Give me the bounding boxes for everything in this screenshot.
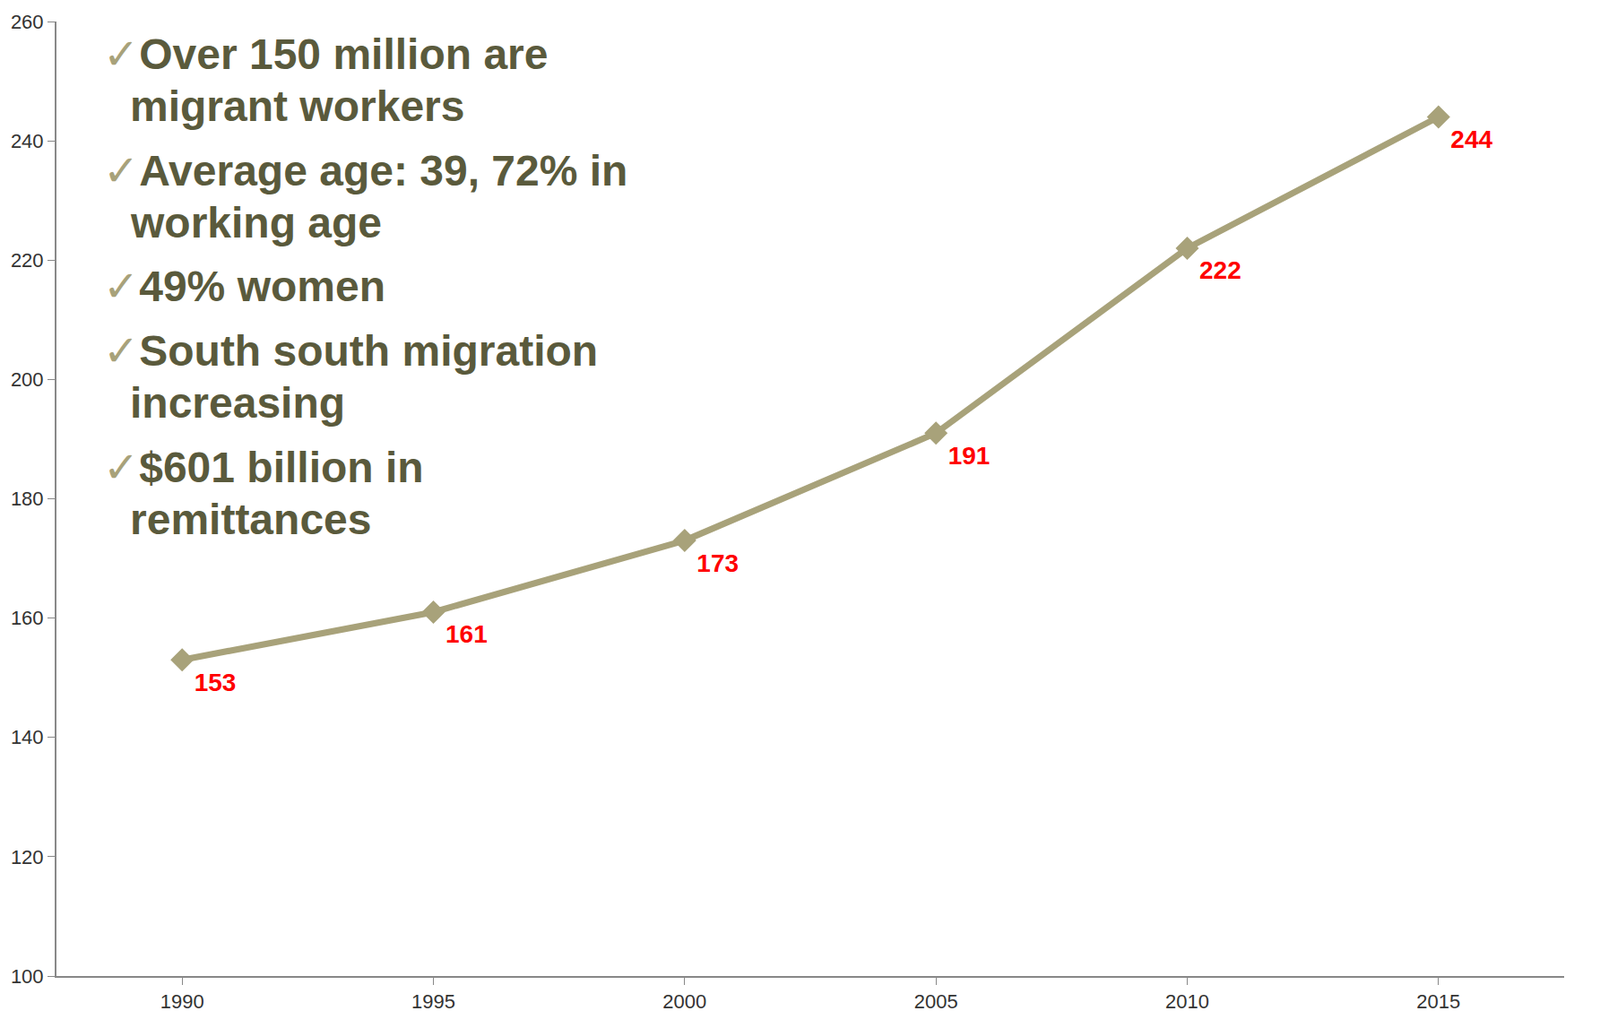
- svg-text:migrant workers: migrant workers: [129, 82, 465, 130]
- svg-text:191: 191: [948, 441, 991, 470]
- svg-text:2000: 2000: [662, 990, 707, 1013]
- svg-text:✓49% women: ✓49% women: [103, 262, 386, 311]
- svg-text:161: 161: [445, 620, 488, 649]
- svg-text:120: 120: [10, 846, 44, 869]
- svg-text:173: 173: [696, 549, 739, 578]
- svg-text:1995: 1995: [411, 990, 456, 1013]
- svg-text:220: 220: [10, 249, 44, 272]
- svg-text:100: 100: [10, 965, 44, 988]
- svg-text:working age: working age: [129, 198, 382, 247]
- svg-text:180: 180: [10, 487, 44, 511]
- svg-text:1990: 1990: [160, 990, 205, 1013]
- svg-text:2005: 2005: [914, 990, 959, 1013]
- svg-text:260: 260: [10, 10, 44, 34]
- svg-text:222: 222: [1199, 256, 1242, 285]
- svg-text:2015: 2015: [1416, 990, 1461, 1013]
- svg-text:✓Over 150 million are: ✓Over 150 million are: [103, 30, 548, 78]
- svg-text:200: 200: [10, 368, 44, 391]
- svg-text:2010: 2010: [1165, 990, 1210, 1013]
- svg-text:✓South south migration: ✓South south migration: [103, 327, 598, 375]
- svg-text:✓Average age: 39, 72% in: ✓Average age: 39, 72% in: [103, 147, 628, 195]
- svg-text:140: 140: [10, 726, 44, 749]
- svg-text:remittances: remittances: [129, 495, 372, 544]
- svg-text:160: 160: [10, 606, 44, 630]
- svg-text:✓$601 billion in: ✓$601 billion in: [103, 443, 424, 492]
- svg-text:244: 244: [1450, 125, 1493, 154]
- svg-text:240: 240: [10, 129, 44, 153]
- svg-text:increasing: increasing: [129, 379, 346, 427]
- svg-text:153: 153: [194, 668, 237, 697]
